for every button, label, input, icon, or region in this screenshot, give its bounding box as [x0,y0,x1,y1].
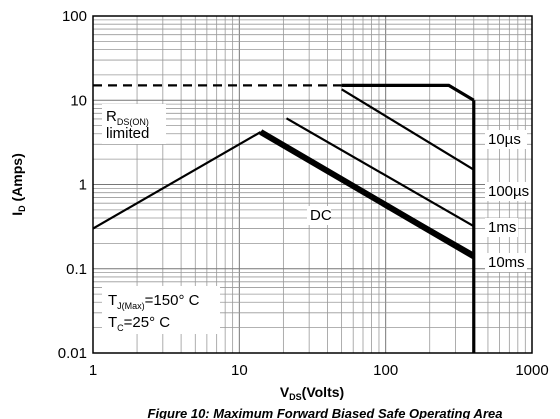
x-axis-label-main: V [280,384,290,400]
series-label: 100µs [488,183,529,200]
condition-line: TC=25° C [108,314,170,333]
x-axis-label-sub: DS [289,392,302,402]
rdson-label-bg [102,104,166,144]
y-tick-label: 0.1 [66,261,87,278]
series-label-bg [485,130,527,149]
series-label: DC [310,207,332,224]
rdson-label-main: R [106,108,117,125]
series-label: 1ms [488,219,516,236]
series-label-bg [307,206,331,225]
series-line-10us [341,83,475,102]
x-tick-label: 100 [373,362,398,379]
rdson-label-line1: RDS(ON) [106,108,149,127]
x-tick-label: 10 [231,362,248,379]
x-axis-label: VDS(Volts) [280,384,344,402]
y-axis-label-rest: (Amps) [9,153,25,205]
y-tick-label: 100 [62,8,87,25]
y-axis-label-sub: D [17,205,27,212]
series-label-bg [485,253,527,272]
y-tick-label: 1 [79,177,87,194]
series-label-bg [485,182,536,201]
condition-main: T [108,292,117,309]
y-tick-label: 10 [70,92,87,109]
curves [92,83,476,353]
x-axis-label-rest: (Volts) [302,384,345,400]
series-label-bg [485,218,518,237]
conditions-bg [102,286,220,334]
x-tick-label: 1000 [515,362,548,379]
figure-caption: Figure 10: Maximum Forward Biased Safe O… [148,406,503,419]
y-axis-label-main: I [9,212,25,216]
series-label: 10µs [488,131,521,148]
condition-rest: =25° C [124,314,171,331]
condition-main: T [108,314,117,331]
x-tick-label: 1 [89,362,97,379]
condition-line: TJ(Max)=150° C [108,292,200,311]
y-tick-label: 0.01 [58,345,87,362]
series-line-1ms [285,117,475,228]
y-axis-label: ID (Amps) [9,153,27,216]
series-label: 10ms [488,254,525,271]
rdson-limit-line [92,131,262,230]
labels: 1 10 100 1000 100 10 1 0.1 0.01 10µs 100µs 1ms 10ms D… [9,8,549,419]
condition-sub: J(Max) [117,301,145,311]
rdson-label-line2: limited [106,125,149,142]
condition-rest: =150° C [145,292,200,309]
plot-frame [92,15,533,354]
rdson-label-sub: DS(ON) [117,117,149,127]
grid [92,16,532,354]
series-line-DC [259,129,476,260]
series-line-100us [341,88,475,171]
condition-sub: C [117,323,124,333]
